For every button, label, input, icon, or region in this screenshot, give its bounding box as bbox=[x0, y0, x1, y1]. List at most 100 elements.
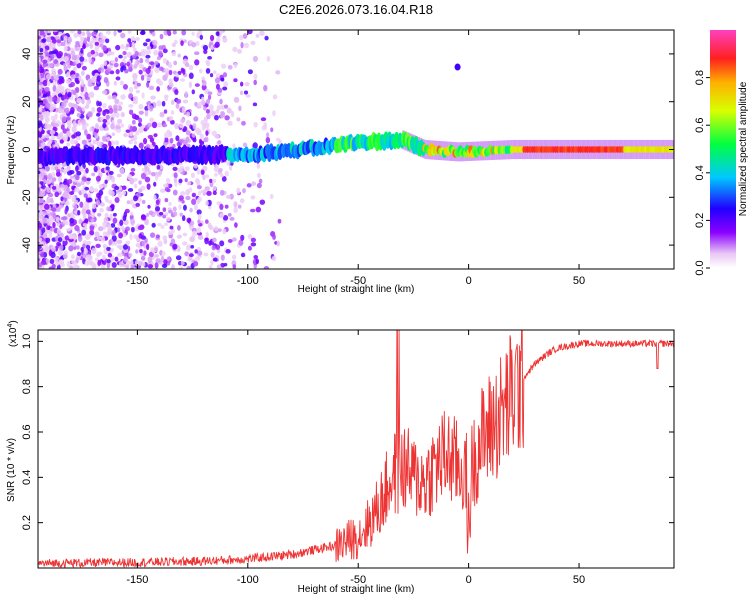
noise-dot bbox=[193, 261, 199, 267]
noise-dot bbox=[241, 120, 246, 126]
noise-dot bbox=[163, 222, 169, 227]
noise-dot bbox=[59, 183, 65, 188]
noise-dot bbox=[44, 86, 50, 93]
noise-dot bbox=[233, 96, 240, 103]
noise-dot bbox=[96, 112, 101, 117]
noise-dot bbox=[130, 226, 135, 233]
noise-dot bbox=[138, 260, 143, 267]
noise-dot bbox=[173, 39, 178, 45]
noise-dot bbox=[141, 50, 146, 57]
noise-dot bbox=[175, 73, 179, 78]
noise-dot bbox=[153, 254, 160, 258]
colorbar-tick-label: 0.0 bbox=[694, 260, 706, 275]
noise-dot bbox=[102, 143, 108, 150]
noise-dot bbox=[269, 193, 274, 200]
noise-dot bbox=[90, 49, 96, 55]
noise-dot bbox=[196, 185, 202, 190]
noise-dot bbox=[183, 204, 187, 211]
noise-dot bbox=[197, 234, 204, 240]
noise-dot bbox=[192, 123, 197, 130]
noise-dot bbox=[91, 203, 97, 209]
noise-dot bbox=[80, 36, 85, 41]
noise-dot bbox=[79, 201, 84, 208]
noise-dot bbox=[159, 33, 164, 40]
noise-dot bbox=[110, 247, 114, 253]
noise-dot bbox=[147, 50, 152, 54]
noise-dot bbox=[275, 70, 281, 75]
noise-dot bbox=[173, 60, 178, 66]
noise-dot bbox=[77, 235, 83, 242]
noise-dot bbox=[125, 264, 130, 269]
noise-dot bbox=[71, 54, 77, 61]
noise-dot bbox=[72, 90, 77, 96]
noise-dot bbox=[56, 206, 61, 213]
snr-panel: -150 -100 -50 0 50 0.2 0.4 0.6 0.8 1.0 Height of… bbox=[6, 320, 675, 595]
noise-dot bbox=[83, 193, 88, 198]
noise-dot bbox=[142, 137, 148, 145]
noise-dot bbox=[65, 78, 72, 85]
noise-dot bbox=[139, 57, 144, 64]
noise-dot bbox=[119, 219, 124, 226]
noise-dot bbox=[111, 262, 117, 269]
noise-dot bbox=[125, 240, 131, 245]
noise-dot bbox=[275, 137, 281, 142]
noise-dot bbox=[38, 91, 42, 97]
noise-dot bbox=[75, 135, 81, 141]
noise-dot bbox=[233, 201, 238, 208]
noise-dot bbox=[69, 217, 74, 224]
noise-dot bbox=[68, 102, 73, 108]
spectrogram-panel: -150 -100 -50 0 50 -40 -20 0 20 40 Height of str… bbox=[6, 29, 675, 295]
noise-dot bbox=[213, 165, 219, 173]
spectrogram-ytick-label: 40 bbox=[21, 48, 33, 60]
noise-dot bbox=[42, 59, 48, 64]
noise-dot bbox=[128, 139, 133, 145]
noise-dot bbox=[62, 134, 68, 142]
noise-dot bbox=[69, 175, 74, 180]
noise-dot bbox=[75, 79, 80, 85]
snr-ylabel: SNR (10 * v/v) bbox=[6, 438, 17, 502]
noise-dot bbox=[60, 168, 64, 173]
noise-dot bbox=[259, 30, 265, 36]
noise-dot bbox=[109, 70, 115, 75]
noise-dot bbox=[138, 127, 144, 134]
snr-ytick-label: 0.4 bbox=[21, 470, 33, 485]
noise-dot bbox=[105, 166, 110, 171]
noise-dot bbox=[225, 194, 232, 199]
noise-dot bbox=[96, 212, 102, 217]
noise-dot bbox=[88, 91, 95, 98]
noise-dot bbox=[131, 41, 136, 49]
noise-dot bbox=[117, 191, 123, 199]
noise-dot bbox=[99, 38, 105, 44]
noise-dot bbox=[123, 255, 128, 263]
noise-dot bbox=[90, 218, 95, 223]
noise-dot bbox=[164, 68, 170, 73]
noise-dot bbox=[57, 84, 63, 89]
noise-dot bbox=[57, 68, 63, 75]
noise-dot bbox=[63, 55, 69, 62]
noise-dot bbox=[113, 62, 119, 68]
noise-dot bbox=[99, 207, 104, 213]
noise-dot bbox=[45, 166, 50, 172]
noise-dot bbox=[93, 165, 98, 173]
noise-dot bbox=[80, 180, 85, 186]
noise-dot bbox=[64, 200, 70, 206]
noise-dot bbox=[76, 62, 82, 69]
noise-dot bbox=[169, 119, 175, 125]
noise-dot bbox=[256, 163, 261, 169]
noise-dot bbox=[72, 103, 79, 109]
noise-dot bbox=[97, 193, 102, 200]
noise-dot bbox=[38, 194, 41, 199]
noise-dot bbox=[212, 237, 217, 243]
noise-dot bbox=[223, 81, 229, 88]
noise-dot bbox=[155, 258, 161, 264]
noise-dot bbox=[207, 222, 212, 229]
noise-dot bbox=[203, 106, 207, 111]
noise-dot bbox=[52, 30, 59, 33]
noise-dot bbox=[106, 259, 111, 264]
noise-dot bbox=[227, 238, 233, 243]
noise-dot bbox=[185, 119, 191, 126]
noise-dot bbox=[123, 55, 128, 60]
noise-dot bbox=[133, 85, 139, 90]
noise-dot bbox=[59, 224, 63, 230]
noise-dot bbox=[57, 107, 63, 114]
